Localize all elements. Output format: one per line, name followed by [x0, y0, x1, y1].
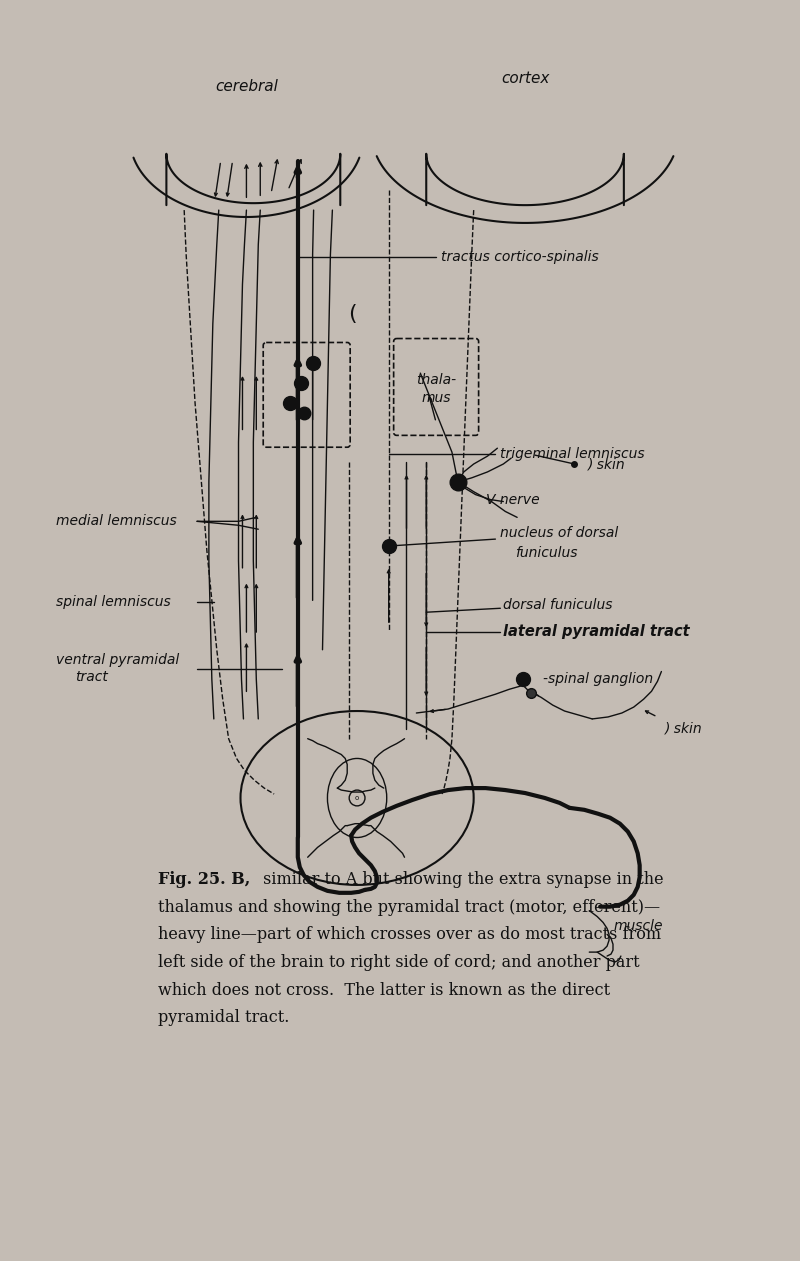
- Text: tractus cortico-spinalis: tractus cortico-spinalis: [441, 250, 599, 264]
- Text: cerebral: cerebral: [215, 79, 278, 95]
- Text: trigeminal lemniscus: trigeminal lemniscus: [500, 448, 645, 462]
- Text: which does not cross.  The latter is known as the direct: which does not cross. The latter is know…: [158, 982, 610, 999]
- Text: muscle: muscle: [614, 919, 663, 933]
- Text: dorsal funiculus: dorsal funiculus: [503, 598, 613, 613]
- Text: funiculus: funiculus: [515, 546, 578, 560]
- Text: V nerve: V nerve: [486, 493, 539, 507]
- Text: similar to A but showing the extra synapse in the: similar to A but showing the extra synap…: [258, 871, 664, 888]
- Text: ventral pyramidal: ventral pyramidal: [56, 653, 179, 667]
- Text: thalamus and showing the pyramidal tract (motor, efferent)—: thalamus and showing the pyramidal tract…: [158, 899, 660, 915]
- Text: spinal lemniscus: spinal lemniscus: [56, 595, 170, 609]
- Text: tract: tract: [75, 671, 108, 685]
- Text: heavy line—part of which crosses over as do most tracts from: heavy line—part of which crosses over as…: [158, 927, 661, 943]
- Text: -spinal ganglion: -spinal ganglion: [543, 672, 653, 686]
- Text: Fig. 25. B,: Fig. 25. B,: [158, 871, 250, 888]
- Text: left side of the brain to right side of cord; and another part: left side of the brain to right side of …: [158, 955, 639, 971]
- Text: (: (: [348, 304, 357, 324]
- Text: ) skin: ) skin: [588, 456, 626, 472]
- Text: o: o: [355, 794, 359, 801]
- Text: nucleus of dorsal: nucleus of dorsal: [500, 526, 618, 540]
- Text: pyramidal tract.: pyramidal tract.: [158, 1009, 289, 1026]
- Text: lateral pyramidal tract: lateral pyramidal tract: [503, 624, 690, 639]
- Text: medial lemniscus: medial lemniscus: [56, 514, 177, 528]
- Text: thala-
mus: thala- mus: [416, 373, 456, 405]
- Text: cortex: cortex: [501, 71, 550, 86]
- Text: ) skin: ) skin: [666, 721, 703, 736]
